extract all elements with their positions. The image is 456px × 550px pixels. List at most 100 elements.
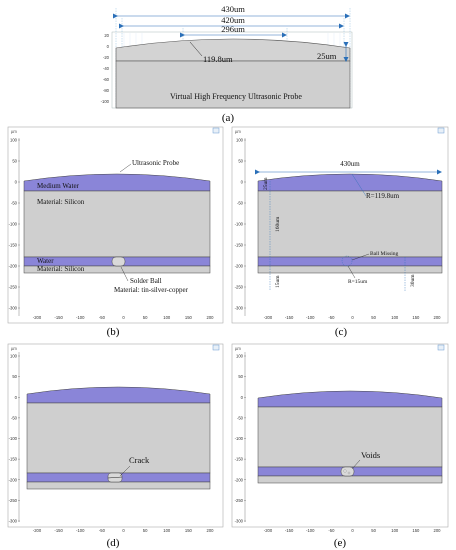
axis-ticks-layer: 100 50 0 -50 -100 -150 -200 -250 -300 -200 -150 -10… [9, 138, 442, 534]
die-label: 160um [275, 216, 281, 232]
panel-a-probe-body [115, 60, 351, 109]
die-block [257, 190, 443, 258]
x-tick-label: -100 [76, 528, 85, 533]
x-tick-label: -200 [264, 315, 273, 320]
y-tick-label: -100 [235, 436, 244, 441]
tick-label: -20 [103, 55, 110, 60]
x-tick-label: 200 [434, 315, 442, 320]
y-tick-label: 50 [238, 374, 243, 379]
x-tick-label: -150 [285, 528, 294, 533]
y-tick-label: -300 [235, 519, 244, 524]
x-tick-label: -100 [76, 315, 85, 320]
y-tick-label: 100 [10, 138, 18, 143]
y-tick-label: -300 [9, 306, 18, 311]
tick-label: -80 [103, 88, 110, 93]
y-tick-label: -250 [9, 498, 18, 503]
caption-b: (b) [107, 326, 120, 338]
y-tick-label: -300 [9, 519, 18, 524]
x-tick-label: -100 [306, 315, 315, 320]
tick-label: -100 [101, 99, 110, 104]
y-tick-label: 100 [236, 354, 244, 359]
solder-material-label: Material: tin-silver-copper [114, 286, 189, 294]
probe-lens [23, 173, 211, 192]
bottom-label: 15um [275, 275, 281, 288]
dim-430-label: 430um [221, 4, 245, 14]
y-tick-label: -50 [11, 415, 18, 420]
x-tick-label: 0 [122, 315, 125, 320]
tick-label: 0 [107, 44, 110, 49]
die-block [23, 190, 211, 258]
caption-e: (e) [334, 537, 347, 549]
y-tick-label: -250 [9, 285, 18, 290]
y-tick-label: 50 [238, 159, 243, 164]
defect-pointer [351, 459, 361, 470]
defect-label: Voids [361, 450, 380, 460]
x-tick-label: 50 [143, 315, 148, 320]
y-tick-label: -150 [235, 243, 244, 248]
water-label: Water [37, 257, 54, 265]
ball-missing-label: Ball Missing [370, 251, 399, 257]
medium-label: Medium Water [37, 182, 80, 190]
toolbar-icon [212, 127, 220, 134]
toolbar-icon [212, 344, 220, 351]
x-tick-label: -50 [328, 315, 335, 320]
unit-label: µm [235, 129, 241, 134]
y-tick-label: 0 [241, 395, 244, 400]
y-tick-label: -200 [9, 264, 18, 269]
caption-a: (a) [222, 112, 235, 124]
dim-420-label: 420um [221, 15, 245, 25]
x-tick-label: -200 [33, 315, 42, 320]
radius-pointer [189, 41, 203, 57]
y-tick-label: 0 [15, 395, 18, 400]
solder-ball [111, 256, 126, 267]
thickness-label: 25um [317, 51, 337, 61]
x-tick-label: 0 [351, 528, 354, 533]
y-tick-label: 50 [12, 374, 17, 379]
unit-label: µm [235, 346, 241, 351]
probe-thick-label: 25um [263, 177, 269, 190]
toolbar-icon [437, 127, 445, 134]
probe-pointer [119, 163, 132, 173]
right-label: 30um [410, 274, 416, 287]
y-tick-label: -50 [237, 415, 244, 420]
dim-296-label: 296um [221, 24, 245, 34]
y-tick-label: -300 [235, 306, 244, 311]
substrate-block [257, 475, 443, 484]
width-label: 430um [340, 160, 360, 168]
x-tick-label: 50 [371, 528, 376, 533]
x-tick-label: -50 [99, 528, 106, 533]
y-tick-label: -150 [235, 457, 244, 462]
substrate-block [26, 481, 211, 490]
x-tick-label: -50 [99, 315, 106, 320]
x-tick-label: 150 [412, 528, 420, 533]
probe-label: Ultrasonic Probe [132, 159, 179, 167]
material-bottom-label: Material: Silicon [37, 265, 85, 273]
tick-label: 20 [104, 33, 109, 38]
y-tick-label: -100 [9, 436, 18, 441]
y-tick-label: -200 [235, 477, 244, 482]
y-tick-label: -150 [9, 243, 18, 248]
y-tick-label: 50 [12, 159, 17, 164]
y-tick-label: 0 [241, 180, 244, 185]
tick-label: -60 [103, 77, 110, 82]
unit-label: µm [11, 346, 17, 351]
x-tick-label: 100 [391, 315, 399, 320]
x-tick-label: -200 [264, 528, 273, 533]
unit-label: µm [11, 129, 17, 134]
caption-c: (c) [335, 326, 348, 338]
y-tick-label: -250 [235, 285, 244, 290]
x-tick-label: -150 [285, 315, 294, 320]
x-tick-label: 100 [391, 528, 399, 533]
x-tick-label: -50 [328, 528, 335, 533]
tick-label: -40 [103, 66, 110, 71]
probe-lens [26, 386, 211, 404]
y-tick-label: -50 [11, 201, 18, 206]
ball-missing-pointer [351, 253, 370, 261]
y-tick-label: -250 [235, 498, 244, 503]
panel-c: µm 430um 25um 160um 15um R=119.8um Ball … [231, 126, 449, 338]
y-tick-label: -100 [9, 222, 18, 227]
x-tick-label: 50 [143, 528, 148, 533]
material-top-label: Material: Silicon [37, 198, 85, 206]
panel-e: µm Voids (e) [231, 343, 449, 549]
